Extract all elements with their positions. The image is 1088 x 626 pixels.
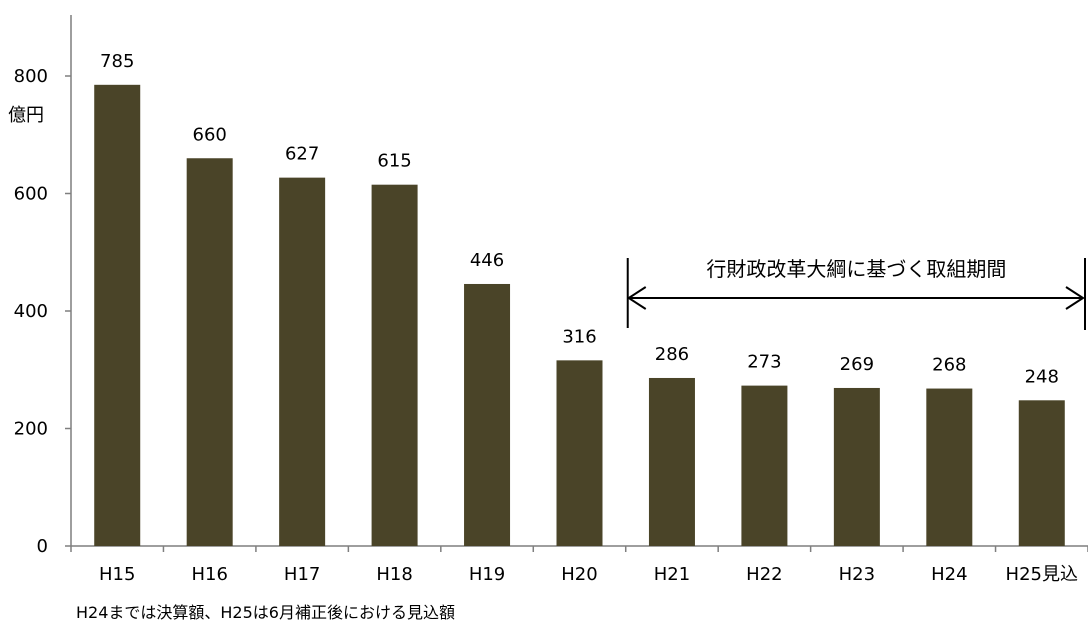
data-label-H24: 268 xyxy=(932,355,966,376)
bar-H20 xyxy=(556,360,603,546)
x-category-label: H23 xyxy=(839,564,875,585)
bar-H22 xyxy=(741,385,788,546)
period-arrow-left-head xyxy=(626,286,647,310)
bar-H21 xyxy=(648,377,695,546)
period-label: 行財政改革大綱に基づく取組期間 xyxy=(706,257,1006,281)
bar-H19 xyxy=(464,283,511,546)
data-labels: 785 660 627 615 446 316 286 273 269 268 248 xyxy=(100,51,1059,387)
x-category-label: H18 xyxy=(376,564,412,585)
period-arrow-right-head xyxy=(1065,286,1085,310)
x-category-label: H25見込 xyxy=(1006,564,1078,585)
data-label-H17: 627 xyxy=(285,144,319,165)
bar-H16 xyxy=(186,158,233,546)
bar-H24 xyxy=(926,388,973,546)
bars xyxy=(94,84,1065,546)
data-label-H22: 273 xyxy=(747,352,781,373)
y-tick-label: 200 xyxy=(14,419,48,440)
data-label-H21: 286 xyxy=(655,344,689,365)
data-label-H19: 446 xyxy=(470,250,504,271)
footnote: H24までは決算額、H25は6月補正後における見込額 xyxy=(76,603,455,622)
y-tick-label: 0 xyxy=(37,536,48,557)
data-label-H20: 316 xyxy=(562,326,596,347)
x-category-label: H22 xyxy=(746,564,782,585)
x-category-label: H24 xyxy=(931,564,967,585)
data-label-H25見込: 248 xyxy=(1025,366,1059,387)
axes: 0 200 400 600 800 H15 H16 H17 H18 H19 H20 H21 H22 H23… xyxy=(14,15,1088,585)
x-category-label: H15 xyxy=(99,564,135,585)
y-unit-label: 億円 xyxy=(8,105,44,126)
x-category-label: H17 xyxy=(284,564,320,585)
x-category-label: H19 xyxy=(469,564,505,585)
data-label-H18: 615 xyxy=(377,151,411,172)
x-category-label: H21 xyxy=(654,564,690,585)
period-annotation: 行財政改革大綱に基づく取組期間 xyxy=(626,257,1086,330)
bar-H18 xyxy=(371,184,418,546)
data-label-H23: 269 xyxy=(840,354,874,375)
y-tick-label: 600 xyxy=(14,184,48,205)
bar-H15 xyxy=(94,84,141,546)
bar-H25見込 xyxy=(1018,400,1065,546)
data-label-H16: 660 xyxy=(193,124,227,145)
data-label-H15: 785 xyxy=(100,51,134,72)
bar-H23 xyxy=(833,387,880,546)
x-category-label: H16 xyxy=(191,564,227,585)
x-category-label: H20 xyxy=(561,564,597,585)
bar-H17 xyxy=(279,177,326,546)
y-tick-label: 800 xyxy=(14,66,48,87)
y-tick-label: 400 xyxy=(14,301,48,322)
